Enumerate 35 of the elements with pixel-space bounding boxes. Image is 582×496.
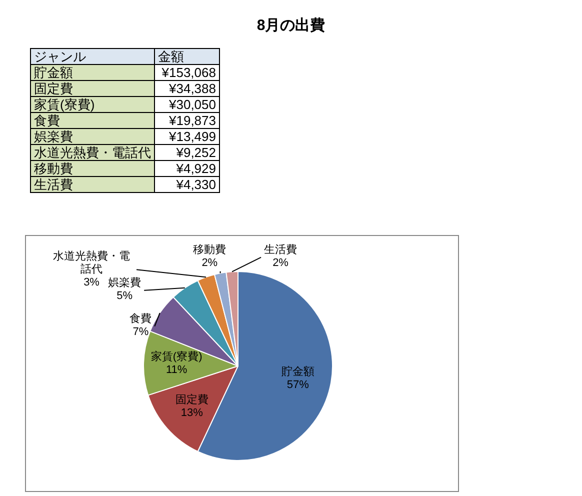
category-label: 食費 — [34, 113, 60, 128]
slice-label: 食費 — [130, 313, 152, 326]
chart-title: 8月の出費 — [256, 16, 326, 35]
text: ¥153,068 — [154, 64, 220, 80]
slice-label: 水道光熱費・電話代 — [52, 250, 132, 276]
data-label: 3% — [84, 276, 100, 288]
data-label: 5% — [116, 290, 134, 304]
slice-label: 固定費 — [175, 394, 208, 407]
text: ¥30,050 — [154, 96, 220, 112]
category-label: 固定費 — [34, 81, 73, 96]
data-label: 57% — [286, 379, 310, 392]
category-label: 貯金額 — [34, 65, 73, 80]
slice-label: 生活費 — [264, 244, 298, 258]
category-label: 生活費 — [34, 177, 73, 192]
category-label: 水道光熱費・電話代 — [34, 145, 151, 160]
category-label: 移動費 — [34, 161, 73, 176]
slice-label: 娯楽費 — [108, 277, 142, 290]
slice-label: 移動費 — [193, 244, 226, 258]
data-label: 2% — [200, 257, 219, 270]
category-label: 家賃(寮費) — [34, 97, 95, 112]
text: ¥4,330 — [154, 176, 220, 192]
text: ¥13,499 — [154, 128, 220, 144]
slice-label: 貯金額 — [281, 366, 314, 380]
category-label: 娯楽費 — [34, 129, 73, 144]
text: ¥4,929 — [154, 160, 220, 176]
data-label: 2% — [272, 257, 290, 270]
text: ジャンル — [30, 48, 154, 64]
text: ¥19,873 — [154, 112, 220, 128]
data-label: 11% — [165, 364, 188, 378]
slice-label: 家賃(寮費) — [150, 351, 202, 364]
data-label: 13% — [180, 406, 204, 420]
text: ¥9,252 — [154, 144, 220, 160]
text: ¥34,388 — [154, 80, 220, 96]
data-label: 7% — [132, 326, 150, 340]
text: 金額 — [154, 48, 220, 64]
